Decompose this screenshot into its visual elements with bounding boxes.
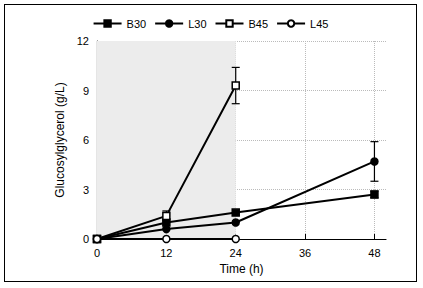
- svg-text:0: 0: [94, 247, 100, 259]
- svg-text:48: 48: [368, 247, 380, 259]
- svg-text:12: 12: [77, 35, 89, 47]
- svg-text:3: 3: [83, 184, 89, 196]
- svg-text:L45: L45: [310, 18, 328, 30]
- svg-text:Glucosylglycerol (g/L): Glucosylglycerol (g/L): [53, 82, 67, 197]
- svg-text:9: 9: [83, 85, 89, 97]
- svg-text:6: 6: [83, 134, 89, 146]
- svg-text:Time (h): Time (h): [219, 262, 263, 276]
- svg-text:24: 24: [230, 247, 242, 259]
- svg-text:B45: B45: [249, 18, 269, 30]
- svg-text:B30: B30: [127, 18, 147, 30]
- svg-text:0: 0: [83, 233, 89, 245]
- svg-text:12: 12: [160, 247, 172, 259]
- svg-text:L30: L30: [188, 18, 206, 30]
- svg-text:36: 36: [299, 247, 311, 259]
